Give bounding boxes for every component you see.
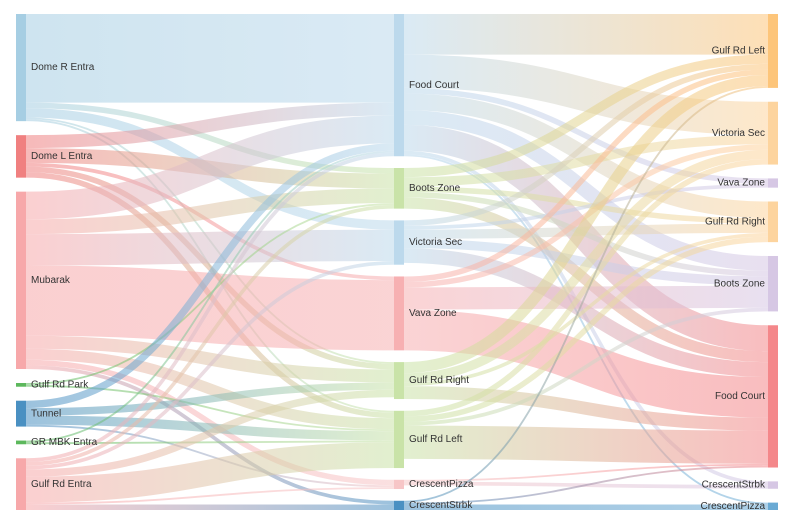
link-m_food-to-r_gulf_right <box>403 93 769 219</box>
node-label-r_crescent_strbk: CrescentStrbk <box>702 480 766 491</box>
link-m_gulf_left-to-r_boots <box>403 307 769 426</box>
link-m_food-to-r_boots <box>403 110 769 271</box>
labels-layer: Dome R Entra Dome L Entra Mubarak Gulf Rd P… <box>31 46 766 512</box>
node-label-dome_l: Dome L Entra <box>31 151 93 162</box>
link-m_boots-to-r_victoria <box>403 135 769 187</box>
link-m_gulf_left-to-r_food <box>403 425 769 464</box>
node-r_gulf_left <box>768 14 778 88</box>
node-m_vava <box>394 276 404 351</box>
node-label-r_crescent_pizza: CrescentPizza <box>701 501 766 512</box>
node-m_boots <box>394 167 404 209</box>
node-r_boots <box>768 255 778 312</box>
link-gulf_entra-to-m_gulf_right <box>25 389 395 477</box>
node-label-gulf_entra: Gulf Rd Entra <box>31 479 92 490</box>
node-label-gr_mbk: GR MBK Entra <box>31 437 98 448</box>
link-m_gulf_right-to-r_gulf_right <box>403 232 769 387</box>
node-gr_mbk <box>16 440 26 445</box>
link-m_gulf_right-to-r_victoria <box>403 149 769 383</box>
node-m_victoria <box>394 220 404 265</box>
node-gulf_park <box>16 383 26 387</box>
node-label-tunnel: Tunnel <box>31 408 61 419</box>
nodes-layer <box>16 14 778 510</box>
link-m_crescent_strbk-to-r_food <box>403 465 769 505</box>
node-label-r_vava: Vava Zone <box>717 178 765 189</box>
node-label-m_vava: Vava Zone <box>409 308 457 319</box>
link-m_gulf_left-to-r_gulf_right <box>403 236 769 422</box>
link-gulf_entra-to-m_food <box>25 152 395 462</box>
link-mubarak-to-m_food <box>25 115 395 220</box>
link-gulf_entra-to-m_crescent_pizza <box>25 487 395 505</box>
link-m_victoria-to-r_food <box>403 248 769 377</box>
link-m_boots-to-r_gulf_left <box>403 54 769 178</box>
node-label-m_boots: Boots Zone <box>409 183 461 194</box>
link-m_gulf_right-to-r_food <box>403 386 769 431</box>
links-layer <box>25 13 769 511</box>
link-m_gulf_left-to-r_victoria <box>403 159 769 417</box>
node-label-m_food: Food Court <box>409 80 459 91</box>
node-r_food <box>768 325 778 468</box>
link-m_vava-to-r_gulf_left <box>403 69 769 282</box>
node-tunnel <box>16 400 26 427</box>
link-tunnel-to-m_crescent_pizza <box>25 424 395 488</box>
link-mubarak-to-m_gulf_left <box>25 348 395 430</box>
link-m_vava-to-r_boots <box>403 285 769 310</box>
link-tunnel-to-m_gulf_left <box>25 415 395 441</box>
link-m_crescent_pizza-to-r_food <box>403 463 769 482</box>
link-dome_r-to-m_boots <box>25 102 395 174</box>
node-label-m_victoria: Victoria Sec <box>409 237 462 248</box>
link-m_victoria-to-r_vava <box>403 183 769 230</box>
link-mubarak-to-m_boots <box>25 188 395 235</box>
node-m_crescent_strbk <box>394 500 404 510</box>
node-label-m_gulf_right: Gulf Rd Right <box>409 375 469 386</box>
node-label-m_gulf_left: Gulf Rd Left <box>409 434 463 445</box>
node-m_crescent_pizza <box>394 479 404 490</box>
node-gulf_entra <box>16 458 26 510</box>
node-label-mubarak: Mubarak <box>31 275 71 286</box>
node-dome_r <box>16 14 26 122</box>
node-m_food <box>394 14 404 157</box>
node-r_crescent_strbk <box>768 481 778 489</box>
link-m_boots-to-r_food <box>403 197 769 363</box>
node-label-r_victoria: Victoria Sec <box>712 128 765 139</box>
link-gulf_park-to-m_boots <box>25 203 395 385</box>
node-label-r_gulf_left: Gulf Rd Left <box>712 46 766 57</box>
node-label-r_boots: Boots Zone <box>714 278 766 289</box>
link-m_food-to-r_food <box>403 124 769 352</box>
link-gulf_entra-to-m_boots <box>25 204 395 466</box>
link-m_gulf_right-to-r_gulf_left <box>403 74 769 374</box>
node-label-dome_r: Dome R Entra <box>31 62 95 73</box>
link-m_victoria-to-r_gulf_left <box>403 63 769 226</box>
link-dome_l-to-m_food <box>25 102 395 149</box>
link-gulf_entra-to-m_victoria <box>25 261 395 470</box>
node-dome_l <box>16 135 26 178</box>
node-mubarak <box>16 191 26 370</box>
node-r_vava <box>768 178 778 188</box>
node-label-r_gulf_right: Gulf Rd Right <box>705 216 765 227</box>
link-mubarak-to-m_gulf_right <box>25 335 395 383</box>
node-label-m_crescent_pizza: CrescentPizza <box>409 479 474 490</box>
node-r_victoria <box>768 101 778 165</box>
node-label-m_crescent_strbk: CrescentStrbk <box>409 500 473 511</box>
link-tunnel-to-m_gulf_right <box>25 382 395 416</box>
node-r_crescent_pizza <box>768 502 778 510</box>
node-r_gulf_right <box>768 201 778 243</box>
link-m_crescent_strbk-to-r_gulf_left <box>403 86 769 503</box>
node-label-r_food: Food Court <box>715 391 765 402</box>
link-gulf_entra-to-m_gulf_left <box>25 442 395 503</box>
link-m_food-to-r_victoria <box>403 54 769 136</box>
link-mubarak-to-m_victoria <box>25 229 395 266</box>
link-mubarak-to-m_crescent_pizza <box>25 359 395 486</box>
link-gr_mbk-to-m_food <box>25 150 395 443</box>
link-m_vava-to-r_food <box>403 309 769 418</box>
link-tunnel-to-m_food <box>25 143 395 409</box>
node-label-gulf_park: Gulf Rd Park <box>31 380 89 391</box>
link-dome_l-to-m_gulf_right <box>25 166 395 370</box>
node-m_gulf_left <box>394 410 404 469</box>
node-m_gulf_right <box>394 362 404 400</box>
